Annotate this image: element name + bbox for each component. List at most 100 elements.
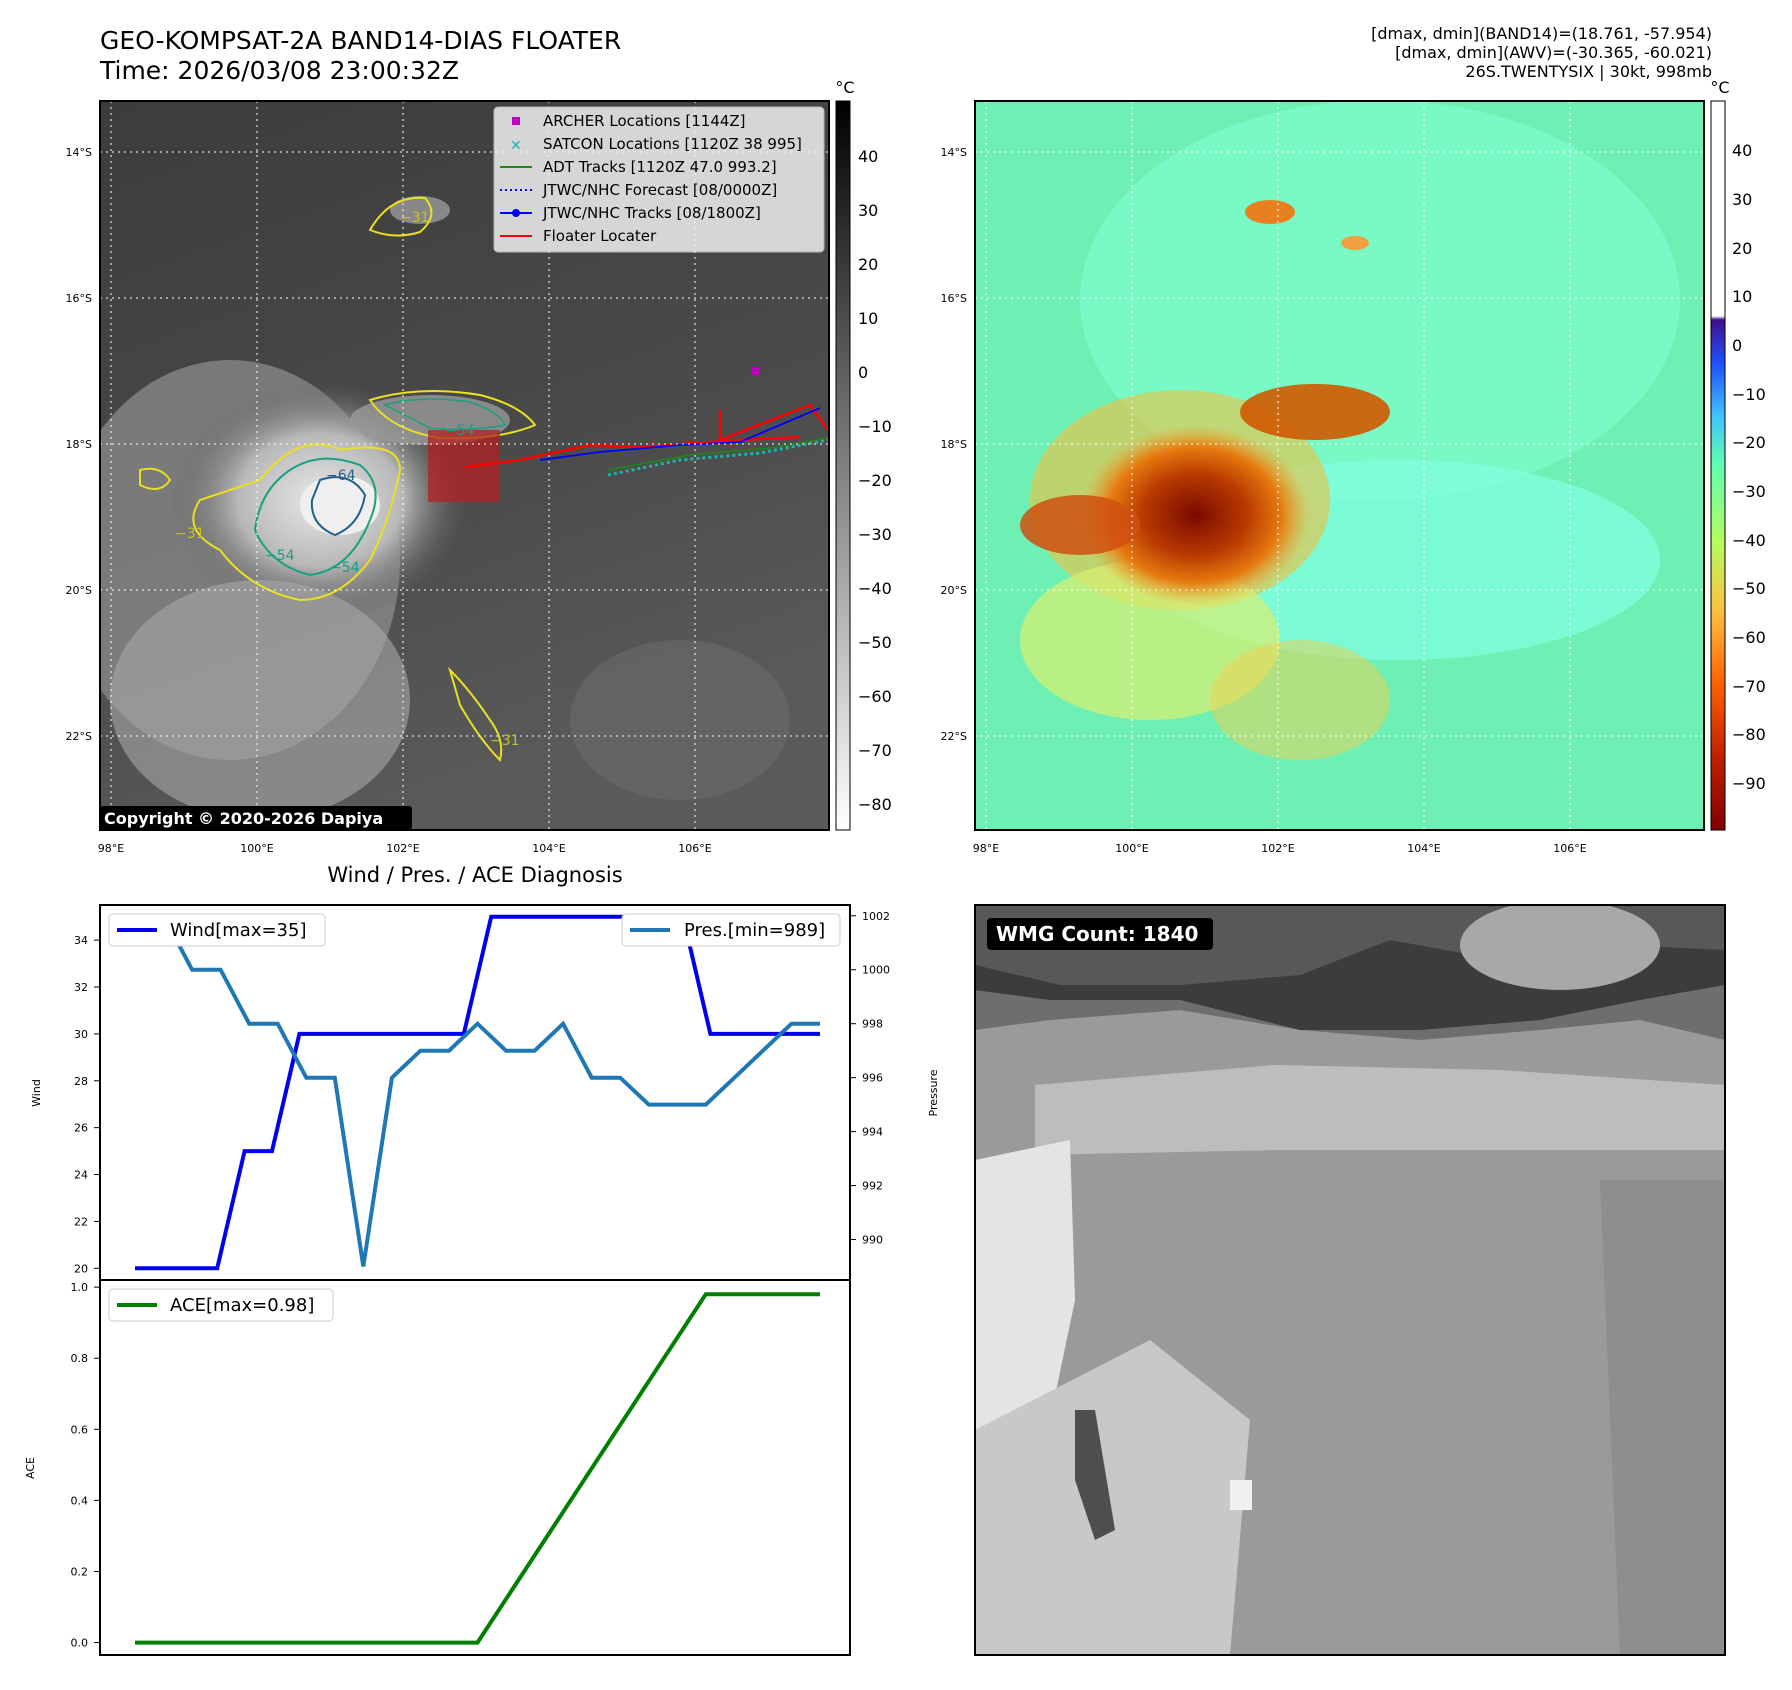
contour-north-54 — [382, 398, 507, 431]
ir-colorbar-unit: °C — [835, 78, 854, 97]
legend-box — [493, 106, 825, 253]
contour-label: −31 — [400, 210, 430, 226]
ir-lat-ticks: 14°S 16°S 18°S 20°S 22°S — [66, 146, 92, 743]
lon-tick: 102°E — [1261, 842, 1294, 855]
wind-axis-label: Wind — [30, 1079, 43, 1107]
lat-tick: 22°S — [66, 730, 92, 743]
contour-label: −64 — [326, 468, 356, 484]
pressure-line — [135, 913, 820, 1267]
ir-cloud-southeast — [570, 640, 790, 800]
awv-colorbar — [1710, 100, 1726, 831]
legend-label-satcon: SATCON Locations [1120Z 38 995] — [543, 135, 802, 153]
colorbar-tick: 10 — [1732, 287, 1752, 306]
ir-cloud-south — [110, 580, 410, 820]
ace-legend-label: ACE[max=0.98] — [170, 1295, 314, 1316]
colorbar-tick: 40 — [1732, 141, 1752, 160]
wind-ytick-label: 24 — [74, 1169, 88, 1182]
lon-tick: 104°E — [532, 842, 565, 855]
copyright-box — [100, 806, 412, 830]
lon-tick: 100°E — [1115, 842, 1148, 855]
wmg-panel: WMG Count: 1840 — [974, 904, 1726, 1656]
ir-lon-ticks: 98°E 100°E 102°E 104°E 106°E — [98, 842, 712, 855]
figure-title: GEO-KOMPSAT-2A BAND14-DIAS FLOATER — [100, 26, 622, 55]
legend-marker-tracks-dot — [512, 209, 520, 217]
contour-label: −31 — [490, 733, 520, 749]
colorbar-tick: 40 — [858, 147, 878, 166]
pressure-legend: Pres.[min=989] — [621, 913, 841, 947]
ace-ytick-label: 0.0 — [71, 1637, 89, 1650]
colorbar-tick: 10 — [858, 309, 878, 328]
pressure-ytick-label: 1000 — [862, 964, 890, 977]
lat-tick: 16°S — [941, 292, 967, 305]
colorbar-tick: −70 — [1732, 677, 1766, 696]
pressure-axis-label: Pressure — [927, 1069, 940, 1116]
lat-tick: 22°S — [941, 730, 967, 743]
ace-ytick-label: 0.8 — [71, 1352, 89, 1365]
floater-locater-track — [464, 435, 801, 469]
wmg-light-strip — [1035, 1065, 1725, 1155]
pressure-ytick-label: 994 — [862, 1126, 883, 1139]
wind-legend-label: Wind[max=35] — [170, 920, 307, 941]
ace-series — [135, 1292, 820, 1645]
wind-pressure-series — [135, 913, 820, 1271]
lat-tick: 18°S — [941, 438, 967, 451]
awv-gridlines — [975, 101, 1704, 830]
wind-line — [135, 914, 820, 1271]
lat-tick: 16°S — [66, 292, 92, 305]
ace-legend: ACE[max=0.98] — [108, 1288, 334, 1322]
ace-line — [135, 1292, 820, 1645]
lat-tick: 20°S — [66, 584, 92, 597]
awv-core — [1080, 425, 1310, 605]
lat-tick: 14°S — [66, 146, 92, 159]
copyright-text: Copyright © 2020-2026 Dapiya — [104, 809, 383, 828]
wind-ytick-label: 30 — [74, 1028, 88, 1041]
awv-north-cloud — [1240, 384, 1390, 440]
wmg-frame — [974, 904, 1726, 1656]
ace-frame — [99, 1279, 851, 1656]
contour-west-31 — [139, 467, 172, 490]
colorbar-tick: −60 — [858, 687, 892, 706]
figure-time: Time: 2026/03/08 23:00:32Z — [100, 56, 459, 85]
ir-legend: ARCHER Locations [1144Z] ✕ SATCON Locati… — [493, 106, 825, 253]
awv-map-panel: 14°S 16°S 18°S 20°S 22°S 98°E 100°E 102°… — [941, 78, 1766, 855]
chart-title: Wind / Pres. / ACE Diagnosis — [327, 863, 622, 887]
contour-band-31 — [447, 666, 503, 762]
wmg-bright-pixel — [1230, 1480, 1252, 1510]
colorbar-tick: −70 — [858, 741, 892, 760]
wind-ytick-label: 22 — [74, 1215, 88, 1228]
colorbar-tick: −40 — [1732, 531, 1766, 550]
colorbar-tick: −50 — [858, 633, 892, 652]
colorbar-tick: 30 — [1732, 190, 1752, 209]
archer-location-marker — [751, 367, 759, 375]
colorbar-tick: 0 — [858, 363, 868, 382]
legend-label-forecast: JTWC/NHC Forecast [08/0000Z] — [542, 181, 777, 199]
awv-small-cloud-2 — [1341, 236, 1369, 250]
ace-yticks: 0.0 0.2 0.4 0.6 0.8 1.0 — [71, 1281, 100, 1650]
wind-yticks: 20 22 24 26 28 30 32 34 — [74, 934, 100, 1275]
wind-pressure-plot-area — [100, 905, 850, 1280]
wmg-count-label: WMG Count: 1840 — [996, 922, 1198, 946]
ace-ytick-label: 0.6 — [71, 1423, 89, 1436]
colorbar-tick: −20 — [858, 471, 892, 490]
contour-label: −54 — [265, 548, 295, 564]
figure-info-block: [dmax, dmin](BAND14)=(18.761, -57.954) [… — [1371, 24, 1712, 81]
colorbar-tick: −40 — [858, 579, 892, 598]
ir-map-frame — [99, 100, 830, 831]
awv-colorbar-ticks: 40 30 20 10 0 −10 −20 −30 −40 −50 −60 −7… — [1732, 141, 1766, 793]
ace-ytick-label: 0.4 — [71, 1494, 89, 1507]
colorbar-tick: −80 — [858, 795, 892, 814]
wind-pressure-chart: Wind / Pres. / ACE Diagnosis 20 22 24 26 28 3… — [30, 863, 940, 1281]
ace-plot-area — [100, 1280, 850, 1655]
colorbar-tick: −10 — [858, 417, 892, 436]
lon-tick: 106°E — [1553, 842, 1586, 855]
jtwc-track — [539, 407, 821, 461]
awv-colorbar-unit: °C — [1710, 78, 1729, 97]
pressure-legend-box — [621, 913, 841, 947]
pressure-ytick-label: 992 — [862, 1180, 883, 1193]
colorbar-tick: −50 — [1732, 579, 1766, 598]
ace-chart: 0.0 0.2 0.4 0.6 0.8 1.0 ACE ACE[max=0.98] — [24, 1279, 851, 1656]
contour-minus-31 — [192, 443, 402, 602]
pressure-ytick-label: 996 — [862, 1072, 883, 1085]
colorbar-tick: −30 — [858, 525, 892, 544]
